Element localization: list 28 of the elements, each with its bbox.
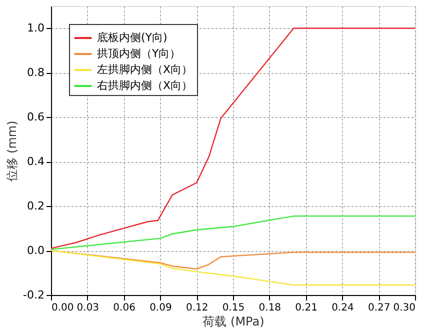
x-tick-label: 0.06	[113, 302, 136, 314]
x-tick-label: 0.30	[393, 302, 416, 314]
x-axis-title: 荷载 (MPa)	[202, 314, 264, 328]
x-tick-label: 0.12	[186, 302, 208, 314]
legend-label: 左拱脚内侧（X向）	[97, 63, 193, 76]
y-axis-title: 位移 (mm)	[5, 120, 20, 182]
legend-label: 拱顶内侧（Y向）	[97, 47, 181, 60]
y-tick-label: 0.6	[27, 110, 44, 124]
x-tick-label: 0.18	[258, 302, 282, 314]
y-tick-label: -0.2	[23, 288, 44, 302]
x-tick-label: 0.27	[368, 302, 390, 314]
x-tick-label: 0.24	[332, 302, 354, 314]
x-tick-label: 0.21	[295, 302, 318, 314]
x-tick-label: 0.00	[52, 302, 74, 314]
legend-label: 底板内侧(Y向)	[97, 31, 168, 44]
y-tick-label: 0.8	[27, 66, 44, 80]
x-tick-label: 0.03	[76, 302, 100, 314]
x-tick-label: 0.15	[222, 302, 245, 314]
x-tick-label: 0.09	[150, 302, 172, 314]
line-series	[51, 215, 415, 250]
line-series	[51, 250, 415, 270]
line-series	[51, 250, 415, 286]
y-tick-label: 0.0	[27, 244, 44, 258]
line-series	[51, 28, 415, 249]
legend-label: 右拱脚内侧（X向）	[97, 79, 193, 92]
y-tick-label: 0.4	[27, 155, 44, 168]
y-tick-label: 1.0	[27, 22, 44, 35]
y-tick-label: 0.2	[27, 200, 44, 213]
